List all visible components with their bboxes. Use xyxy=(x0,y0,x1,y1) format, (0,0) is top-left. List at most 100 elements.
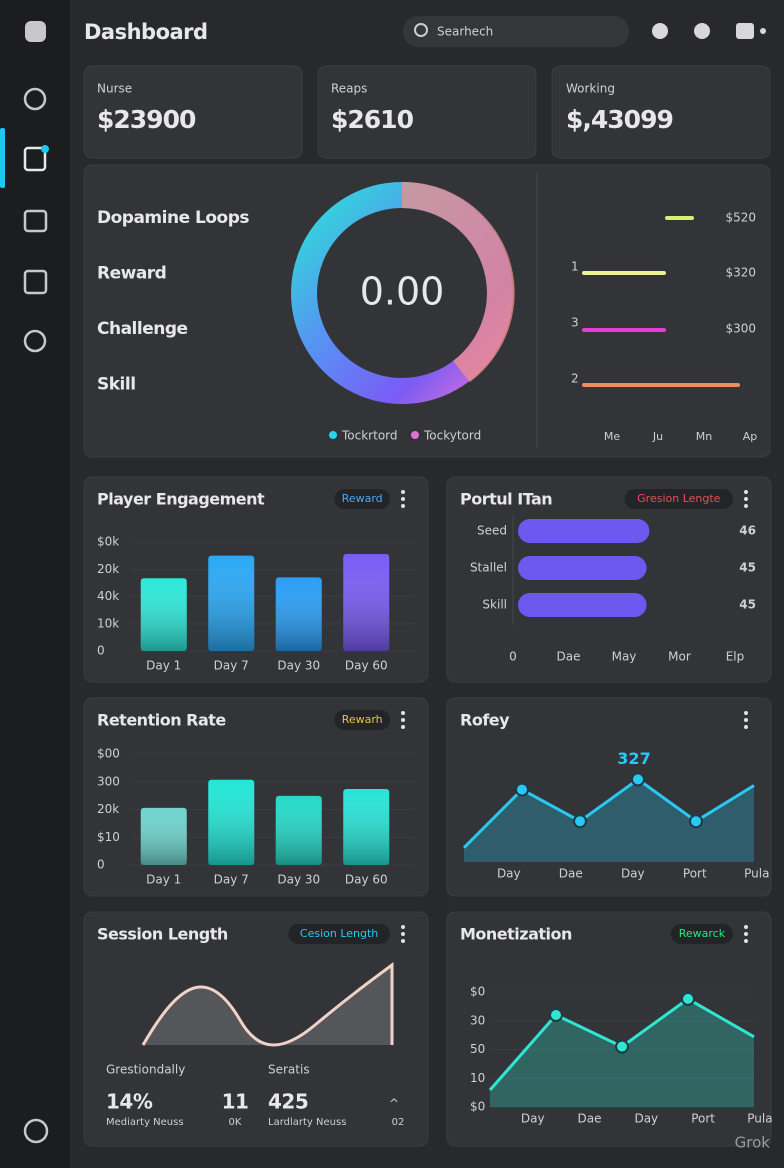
bar xyxy=(518,593,647,617)
bar xyxy=(518,519,650,543)
x-label: Dae xyxy=(557,650,581,664)
category-label: Stallel xyxy=(470,561,507,575)
session-stat-label: 0K xyxy=(229,1117,242,1128)
active-indicator xyxy=(0,128,5,188)
mini-index: 1 xyxy=(571,260,579,274)
menu-dot xyxy=(401,711,405,715)
point xyxy=(573,814,587,829)
line xyxy=(462,777,755,849)
menu-dot xyxy=(744,504,748,508)
bar-shade xyxy=(343,553,390,651)
x-label: Dae xyxy=(559,867,583,881)
header-icons[interactable] xyxy=(652,23,766,39)
x-tick-label: Day 1 xyxy=(146,873,181,887)
badge-label: Reward xyxy=(342,492,383,505)
card-title: Player Engagement xyxy=(97,490,265,509)
bar-shade xyxy=(208,779,255,865)
month-label: Mn xyxy=(696,430,712,443)
x-tick-label: Day 60 xyxy=(345,659,388,673)
session-stat-label: 02 xyxy=(392,1117,405,1128)
x-label: 0 xyxy=(509,650,517,664)
badge-label: Cesion Length xyxy=(300,927,378,940)
search-box[interactable] xyxy=(403,16,629,47)
value-label: 46 xyxy=(739,524,756,538)
y-tick-label: 20k xyxy=(97,562,119,576)
card-title: Portul ITan xyxy=(460,490,552,509)
legend-dot xyxy=(329,431,337,439)
badge xyxy=(334,489,390,509)
stat-value: $23900 xyxy=(97,105,196,134)
x-label: Port xyxy=(691,1112,715,1126)
menu-dot xyxy=(401,504,405,508)
stat-title: Grestiondally xyxy=(106,1063,185,1077)
x-tick-label: Day 60 xyxy=(345,873,388,887)
value-label: 45 xyxy=(739,598,756,612)
legend-label: Tockrtord xyxy=(341,429,398,443)
x-label: Elp xyxy=(726,650,745,664)
x-tick-label: Day 30 xyxy=(277,659,320,673)
x-label: Day xyxy=(521,1112,545,1126)
session-area xyxy=(143,965,392,1045)
menu-dot xyxy=(744,925,748,929)
menu-dot xyxy=(401,925,405,929)
menu-dot xyxy=(401,932,405,936)
donut-center: 0.00 xyxy=(360,270,445,314)
sidebar xyxy=(0,0,70,1168)
x-label: Pula xyxy=(744,867,769,881)
stat-label: Working xyxy=(566,82,615,96)
x-tick-label: Day 7 xyxy=(214,873,249,887)
donut-segment xyxy=(402,181,515,382)
point xyxy=(681,991,695,1006)
point xyxy=(615,1039,629,1054)
bar-shade xyxy=(343,788,390,865)
menu-dot xyxy=(744,490,748,494)
card-title: Rofey xyxy=(460,711,510,730)
point xyxy=(689,814,703,829)
mini-index: 3 xyxy=(571,316,579,330)
menu-dot xyxy=(401,497,405,501)
card-title: Retention Rate xyxy=(97,711,226,730)
session-stat: 14% xyxy=(106,1090,153,1114)
x-label: Pula xyxy=(747,1112,772,1126)
y-tick-label: 20k xyxy=(97,802,119,816)
badge-label: Gresion Lengte xyxy=(637,492,721,505)
overview-item: Challenge xyxy=(97,319,188,339)
legend-label: Tockytord xyxy=(423,429,481,443)
session-stat: 11 xyxy=(222,1090,249,1114)
y-tick-label: $0 xyxy=(470,1100,485,1114)
menu-dot xyxy=(744,932,748,936)
menu-dot xyxy=(401,939,405,943)
mini-label: $300 xyxy=(725,322,756,336)
badge xyxy=(288,924,390,944)
overview-item: Dopamine Loops xyxy=(97,208,249,228)
point xyxy=(631,772,645,787)
menu-dot xyxy=(744,718,748,722)
stat-value: $,43099 xyxy=(566,105,673,134)
session-stat: ^ xyxy=(389,1097,399,1111)
y-tick-label: 50 xyxy=(470,1042,485,1056)
bar-shade xyxy=(275,577,322,651)
y-tick-label: 300 xyxy=(97,774,120,788)
bar-shade xyxy=(140,578,187,651)
x-label: Day xyxy=(634,1112,658,1126)
month-label: Ap xyxy=(743,430,758,443)
session-curve xyxy=(141,962,394,1047)
x-label: May xyxy=(612,650,637,664)
x-tick-label: Day 7 xyxy=(214,659,249,673)
value-label: 45 xyxy=(739,561,756,575)
y-tick-label: $10 xyxy=(97,830,120,844)
y-tick-label: $0 xyxy=(470,985,485,999)
y-tick-label: 0 xyxy=(97,858,105,872)
y-tick-label: $00 xyxy=(97,747,120,761)
legend-dot xyxy=(411,431,419,439)
sidebar-icons[interactable] xyxy=(23,21,49,1144)
menu-dot xyxy=(744,725,748,729)
point xyxy=(515,782,529,797)
annotation: 327 xyxy=(617,749,650,768)
x-label: Day xyxy=(497,867,521,881)
badge xyxy=(624,489,733,509)
session-stat: 425 xyxy=(268,1090,308,1114)
y-tick-label: 0 xyxy=(97,644,105,658)
page-title: Dashboard xyxy=(84,20,208,44)
